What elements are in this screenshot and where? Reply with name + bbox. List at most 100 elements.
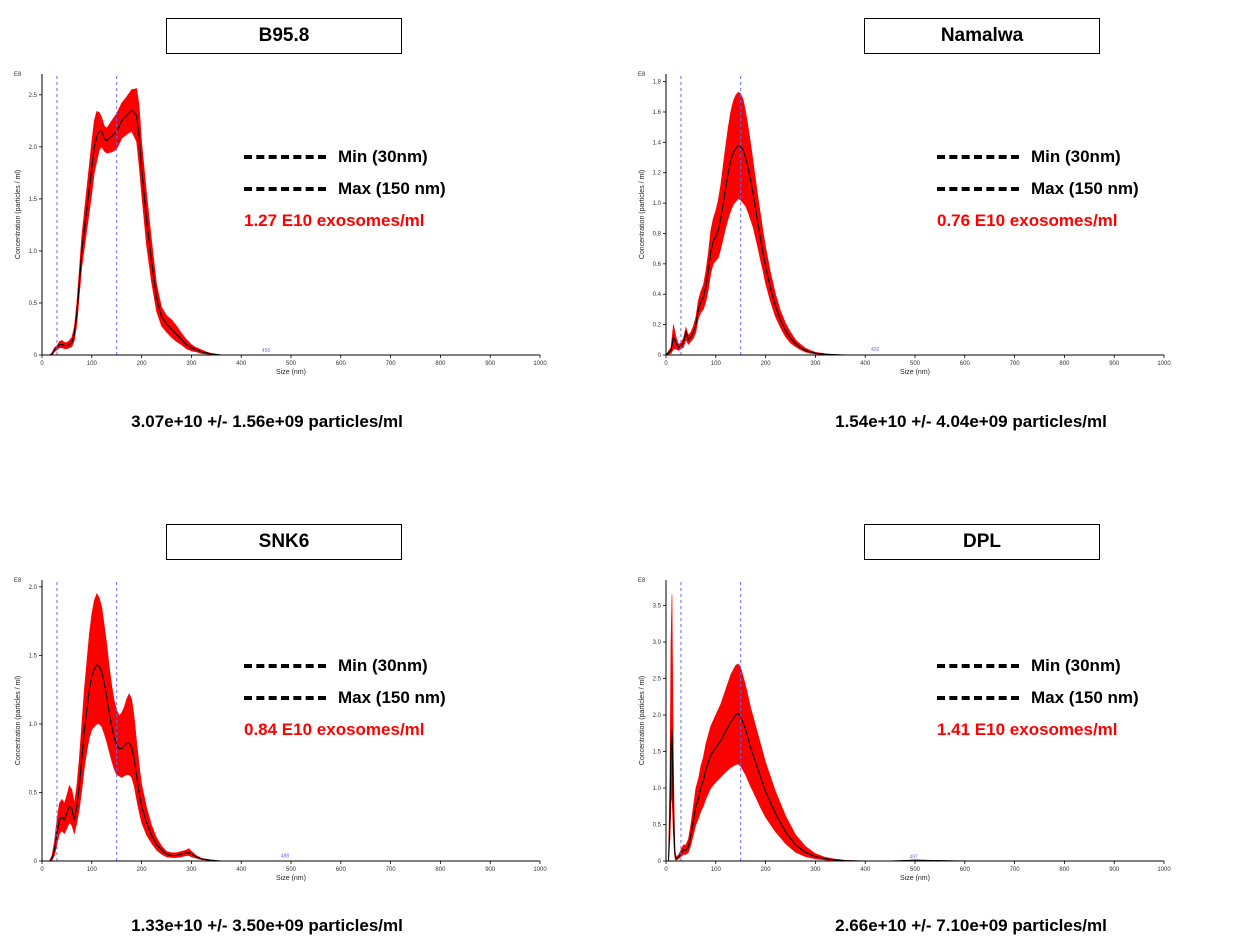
y-exponent-label: E8 <box>14 72 22 78</box>
y-tick-label: 1.0 <box>653 201 662 207</box>
x-axis-label: Size (nm) <box>276 369 306 376</box>
y-tick-label: 0.2 <box>653 323 662 329</box>
peak-label: 497 <box>909 855 918 861</box>
chart-panel-snk6: SNK6 E8 0 100 200 300 400 500 600 700 800 900 1000 0… <box>0 469 624 938</box>
x-axis-label: Size (nm) <box>276 875 306 882</box>
legend-item-min: Min (30nm) <box>937 650 1139 682</box>
legend-item-max: Max (150 nm) <box>244 682 446 714</box>
y-tick-label: 1.0 <box>29 722 38 728</box>
y-exponent-label: E8 <box>638 578 646 584</box>
error-band <box>42 593 540 862</box>
x-tick-label: 700 <box>386 867 397 873</box>
dashed-line-swatch <box>937 696 1019 700</box>
chart-title: Namalwa <box>864 18 1100 54</box>
dashed-line-swatch <box>244 696 326 700</box>
x-tick-label: 900 <box>1109 867 1120 873</box>
x-tick-label: 400 <box>236 361 247 367</box>
peak-label: 420 <box>871 347 880 353</box>
x-tick-label: 300 <box>810 361 821 367</box>
y-axis-label: Concentration (particles / ml) <box>15 676 22 765</box>
y-tick-label: 0.5 <box>653 823 662 829</box>
y-tick-label: 0.5 <box>29 790 38 796</box>
y-tick-label: 3.0 <box>653 640 662 646</box>
x-tick-label: 800 <box>435 867 446 873</box>
x-tick-label: 300 <box>186 361 197 367</box>
particle-summary: 1.54e+10 +/- 4.04e+09 particles/ml <box>835 412 1107 431</box>
legend-label: Min (30nm) <box>338 656 428 675</box>
y-tick-label: 1.6 <box>653 110 662 116</box>
size-distribution-plot: E8 0 100 200 300 400 500 600 700 800 900 1000 0 0.5 1.… <box>638 578 1171 882</box>
y-tick-label: 1.8 <box>653 80 662 86</box>
x-tick-label: 800 <box>1059 867 1070 873</box>
chart-title: B95.8 <box>166 18 402 54</box>
x-tick-label: 600 <box>336 867 347 873</box>
dashed-line-swatch <box>937 187 1019 191</box>
y-axis-label: Concentration (particles / ml) <box>639 676 646 765</box>
legend-item-min: Min (30nm) <box>937 141 1139 173</box>
y-tick-label: 1.5 <box>653 750 662 756</box>
legend-label: Min (30nm) <box>1031 656 1121 675</box>
legend: Min (30nm) Max (150 nm) 1.41 E10 exosome… <box>937 650 1139 746</box>
x-tick-label: 900 <box>1109 361 1120 367</box>
legend-label: Max (150 nm) <box>1031 688 1139 707</box>
y-tick-label: 1.5 <box>29 653 38 659</box>
y-tick-label: 0.5 <box>29 301 38 307</box>
x-tick-label: 600 <box>960 361 971 367</box>
y-tick-label: 3.5 <box>653 604 662 610</box>
legend-label: Min (30nm) <box>338 147 428 166</box>
x-tick-label: 300 <box>810 867 821 873</box>
x-tick-label: 500 <box>910 361 921 367</box>
y-tick-label: 0.8 <box>653 231 662 237</box>
mean-line <box>665 144 1164 356</box>
y-tick-label: 0.4 <box>653 292 662 298</box>
x-tick-label: 900 <box>485 867 496 873</box>
x-tick-label: 1000 <box>533 867 547 873</box>
x-tick-label: 900 <box>485 361 496 367</box>
legend-label: Max (150 nm) <box>338 688 446 707</box>
legend: Min (30nm) Max (150 nm) 1.27 E10 exosome… <box>244 141 446 237</box>
x-tick-label: 0 <box>40 361 44 367</box>
x-tick-label: 500 <box>286 361 297 367</box>
y-tick-label: 2.0 <box>29 585 38 591</box>
x-tick-label: 0 <box>40 867 44 873</box>
dashed-line-swatch <box>937 664 1019 668</box>
x-tick-label: 100 <box>87 361 98 367</box>
chart-title: DPL <box>864 524 1100 560</box>
x-tick-label: 1000 <box>533 361 547 367</box>
legend: Min (30nm) Max (150 nm) 0.76 E10 exosome… <box>937 141 1139 237</box>
x-tick-label: 700 <box>1010 867 1021 873</box>
chart-panel-dpl: DPL E8 0 100 200 300 400 500 600 700 800 900 1000 0 0… <box>624 469 1248 938</box>
y-tick-label: 1.5 <box>29 197 38 203</box>
y-exponent-label: E8 <box>14 578 22 584</box>
x-tick-label: 700 <box>1010 361 1021 367</box>
chart-title: SNK6 <box>166 524 402 560</box>
y-tick-label: 1.0 <box>653 786 662 792</box>
x-tick-label: 1000 <box>1157 361 1171 367</box>
x-tick-label: 200 <box>137 361 148 367</box>
particle-summary: 1.33e+10 +/- 3.50e+09 particles/ml <box>131 916 403 935</box>
mean-line <box>666 712 1164 862</box>
x-tick-label: 0 <box>664 867 668 873</box>
peak-label: 488 <box>281 853 290 859</box>
legend-item-max: Max (150 nm) <box>244 173 446 205</box>
y-exponent-label: E8 <box>638 72 646 78</box>
error-band <box>665 91 1164 356</box>
legend-label: Max (150 nm) <box>338 179 446 198</box>
y-tick-label: 2.5 <box>653 677 662 683</box>
exosome-concentration: 0.84 E10 exosomes/ml <box>244 720 425 739</box>
x-tick-label: 700 <box>386 361 397 367</box>
y-tick-label: 0.6 <box>653 262 662 268</box>
size-distribution-plot: E8 0 100 200 300 400 500 600 700 800 900 1000 0 0.5 1.… <box>14 578 547 882</box>
y-tick-label: 1.2 <box>653 171 662 177</box>
error-band <box>666 594 1164 862</box>
x-tick-label: 800 <box>1059 361 1070 367</box>
y-tick-label: 0 <box>34 859 38 865</box>
x-tick-label: 200 <box>761 867 772 873</box>
particle-summary: 2.66e+10 +/- 7.10e+09 particles/ml <box>835 916 1107 935</box>
x-tick-label: 600 <box>960 867 971 873</box>
legend-item-max: Max (150 nm) <box>937 682 1139 714</box>
y-tick-label: 1.4 <box>653 140 662 146</box>
x-tick-label: 1000 <box>1157 867 1171 873</box>
exosome-concentration: 1.27 E10 exosomes/ml <box>244 211 425 230</box>
x-tick-label: 400 <box>860 867 871 873</box>
